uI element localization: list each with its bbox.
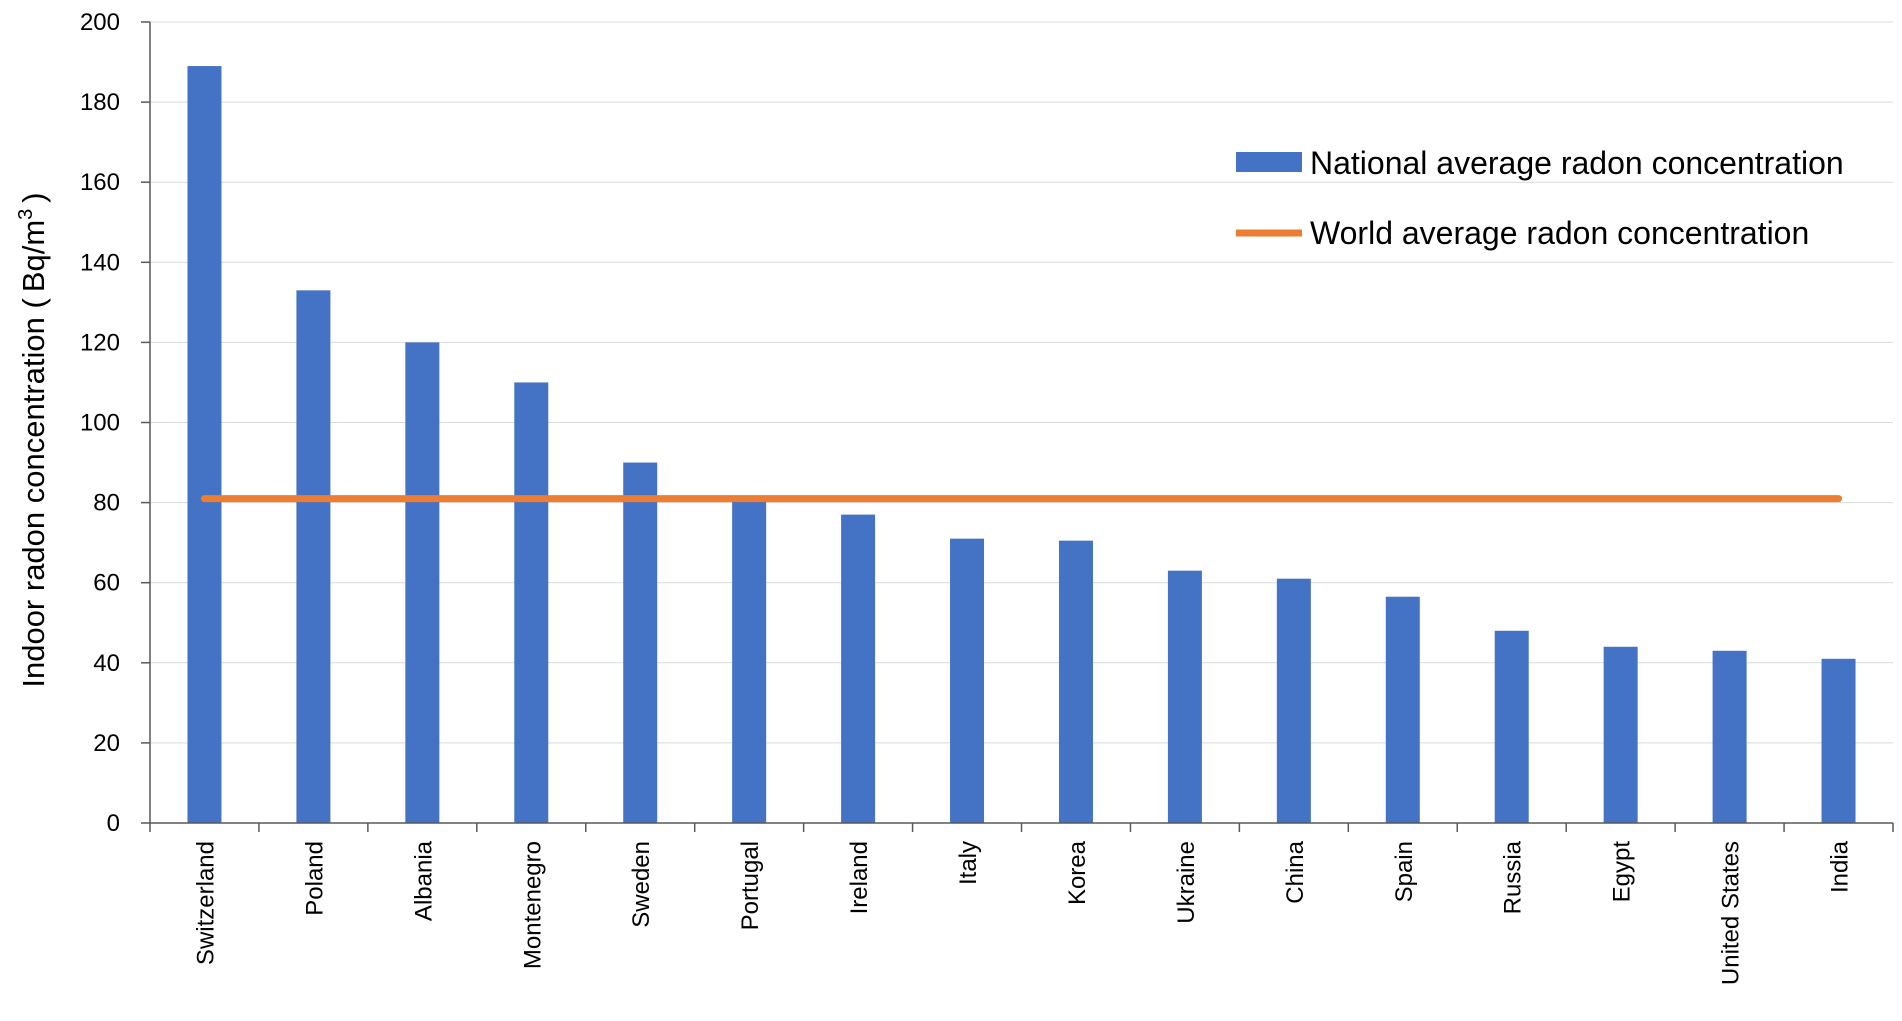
y-axis-title-unit-sup: 3 xyxy=(15,209,37,220)
x-category-label: Spain xyxy=(1391,841,1418,902)
bar-montenegro xyxy=(514,382,549,823)
legend: National average radon concentration Wor… xyxy=(1236,145,1844,251)
bar-ukraine xyxy=(1167,570,1202,823)
x-category-label: India xyxy=(1827,840,1854,893)
bar-india xyxy=(1821,658,1856,823)
y-tick-labels: 0 20 40 60 80 100 120 140 160 180 200 xyxy=(80,9,120,837)
x-category-label: China xyxy=(1282,840,1309,903)
bar-spain xyxy=(1385,596,1420,823)
y-axis-title-unit: Bq/m xyxy=(16,220,51,292)
x-category-label: Ireland xyxy=(846,841,873,914)
x-category-label: Poland xyxy=(301,841,328,916)
y-tick-label: 100 xyxy=(80,410,120,437)
legend-label-world: World average radon concentration xyxy=(1310,215,1809,251)
bar-russia xyxy=(1494,630,1529,823)
x-category-label: Ukraine xyxy=(1173,841,1200,924)
x-category-label: Egypt xyxy=(1609,841,1636,903)
legend-label-national: National average radon concentration xyxy=(1310,145,1844,181)
y-tick-label: 0 xyxy=(107,810,120,837)
y-tick-label: 80 xyxy=(93,490,120,517)
bar-switzerland xyxy=(187,66,222,824)
legend-swatch-bar xyxy=(1236,152,1302,172)
y-tick-label: 40 xyxy=(93,650,120,677)
bar-china xyxy=(1276,578,1311,823)
x-category-label: Portugal xyxy=(737,841,764,930)
gridlines xyxy=(150,21,1893,744)
y-tick-label: 60 xyxy=(93,570,120,597)
x-category-label: Sweden xyxy=(628,841,655,928)
y-axis-title-close: ) xyxy=(16,192,51,202)
y-tick-label: 160 xyxy=(80,169,120,196)
y-tick-label: 20 xyxy=(93,730,120,757)
y-axis-title: Indoor radon concentration ( Bq/m3) xyxy=(15,192,51,687)
bar-ireland xyxy=(841,514,876,823)
x-category-label: Albania xyxy=(410,840,437,921)
bar-egypt xyxy=(1603,646,1638,823)
bar-united-states xyxy=(1712,650,1747,823)
bar-korea xyxy=(1058,540,1093,823)
x-category-label: Korea xyxy=(1064,840,1091,905)
y-tick-label: 200 xyxy=(80,9,120,36)
bar-poland xyxy=(296,290,331,824)
y-tick-label: 180 xyxy=(80,89,120,116)
bars-group xyxy=(187,66,1856,824)
bar-albania xyxy=(405,342,440,823)
x-category-label: United States xyxy=(1718,841,1745,985)
axes-group xyxy=(141,21,1894,832)
bar-sweden xyxy=(623,462,658,823)
y-axis-title-main: Indoor radon concentration ( xyxy=(16,297,51,687)
x-category-labels: Switzerland Poland Albania Montenegro Sweden… xyxy=(192,840,1853,985)
x-category-label: Italy xyxy=(955,841,982,885)
y-tick-label: 140 xyxy=(80,249,120,276)
bar-italy xyxy=(950,538,985,823)
y-tick-label: 120 xyxy=(80,329,120,356)
x-category-label: Montenegro xyxy=(519,841,546,969)
x-category-label: Switzerland xyxy=(192,841,219,965)
bar-portugal xyxy=(732,498,767,823)
x-category-label: Russia xyxy=(1500,840,1527,914)
